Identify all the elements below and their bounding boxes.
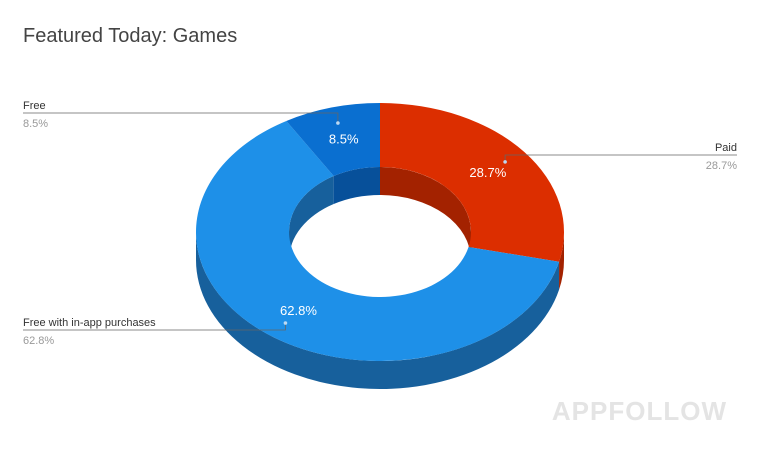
- legend-name-free: Free: [23, 100, 46, 112]
- appfollow-watermark: APPFOLLOW: [552, 396, 727, 426]
- legend-pct-paid: 28.7%: [706, 160, 737, 172]
- hole-wall-paid-0: [380, 167, 471, 260]
- legend-pct-free-with-in-app-purchases: 62.8%: [23, 335, 54, 347]
- donut-side-walls: [196, 167, 564, 389]
- slice-paid: [380, 103, 564, 262]
- callout-dot-free-with-in-app-purchases: [283, 321, 288, 325]
- hole-wall-free-1: [333, 167, 380, 205]
- slice-label-free: 8.5%: [329, 131, 359, 146]
- slice-label-free-with-in-app-purchases: 62.8%: [280, 303, 317, 318]
- callout-dot-free: [336, 121, 340, 125]
- hole-wall-free-with-in-app-purchases-1: [289, 176, 334, 260]
- legend-name-paid: Paid: [715, 142, 737, 154]
- slice-free: [286, 103, 380, 177]
- callout-legend: Paid 28.7% Free with in-app purchases 62.8%…: [23, 100, 737, 347]
- callout-dot-paid: [503, 160, 507, 164]
- chart-title: Featured Today: Games: [23, 25, 237, 47]
- side-wall-paid: [559, 232, 564, 290]
- callout-line-free-with-in-app-purchases: [23, 322, 286, 331]
- callout-line-free: [23, 112, 339, 124]
- side-wall-free-with-in-app-purchases: [196, 232, 560, 389]
- slice-value-labels: 28.7% 62.8% 8.5%: [280, 131, 507, 318]
- slice-label-paid: 28.7%: [469, 165, 506, 180]
- callout-line-paid: [504, 154, 737, 162]
- slice-free-with-in-app-purchases: [195, 120, 560, 362]
- legend-pct-free: 8.5%: [23, 118, 48, 130]
- donut-slices: [195, 103, 564, 362]
- legend-name-free-with-in-app-purchases: Free with in-app purchases: [23, 317, 156, 329]
